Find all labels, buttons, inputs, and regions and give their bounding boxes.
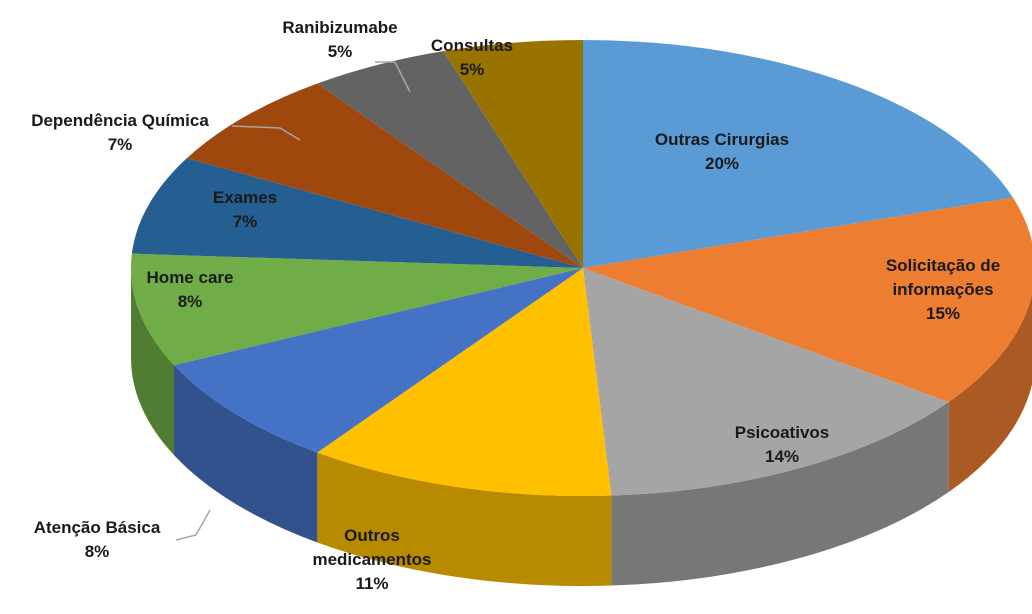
leader-line xyxy=(231,125,301,141)
data-label: Solicitação de informações 15% xyxy=(858,254,1028,326)
data-label: Home care 8% xyxy=(147,266,234,314)
category-label: Solicitação de informações xyxy=(885,256,1001,299)
data-label: Outras Cirurgias 20% xyxy=(655,128,789,176)
pie-slice xyxy=(131,158,584,268)
pie-slice-side xyxy=(317,452,612,586)
pie-slice xyxy=(174,268,583,453)
data-label: Atenção Básica 8% xyxy=(34,516,161,564)
category-label: Ranibizumabe xyxy=(282,18,398,37)
data-label: Exames 7% xyxy=(213,186,277,234)
pie-slice-side xyxy=(174,365,318,543)
pie-slice-side xyxy=(611,402,949,586)
pie-slice xyxy=(443,40,583,268)
data-label: Consultas 5% xyxy=(431,34,513,82)
pie-slice-side xyxy=(131,268,175,456)
value-label: 7% xyxy=(232,212,258,231)
value-label: 8% xyxy=(84,542,110,561)
value-label: 7% xyxy=(107,135,133,154)
leader-line xyxy=(175,509,211,541)
data-label: Ranibizumabe 5% xyxy=(282,16,397,64)
category-label: Consultas xyxy=(430,36,514,55)
leader-line xyxy=(375,61,411,93)
value-label: 20% xyxy=(704,154,740,173)
value-label: 15% xyxy=(925,304,961,323)
value-label: 14% xyxy=(764,447,800,466)
value-label: 8% xyxy=(177,292,203,311)
data-label: Dependência Química 7% xyxy=(31,109,209,157)
data-label: Outros medicamentos 11% xyxy=(302,524,442,596)
category-label: Outras Cirurgias xyxy=(654,130,790,149)
value-label: 5% xyxy=(327,42,353,61)
pie-slice xyxy=(186,83,584,268)
category-label: Psicoativos xyxy=(734,423,830,442)
value-label: 11% xyxy=(355,574,389,593)
pie-slice xyxy=(583,40,1013,268)
pie-slice xyxy=(317,51,583,268)
value-label: 5% xyxy=(459,60,485,79)
category-label: Outros medicamentos xyxy=(312,526,432,569)
category-label: Home care xyxy=(146,268,234,287)
pie-slice xyxy=(583,268,949,496)
pie-slice xyxy=(317,268,612,496)
category-label: Exames xyxy=(212,188,278,207)
pie-slice xyxy=(583,197,1032,403)
category-label: Atenção Básica xyxy=(33,518,161,537)
data-label: Psicoativos 14% xyxy=(735,421,830,469)
category-label: Dependência Química xyxy=(31,111,209,130)
pie-slice xyxy=(131,253,583,366)
pie-slice-side xyxy=(948,294,1032,493)
